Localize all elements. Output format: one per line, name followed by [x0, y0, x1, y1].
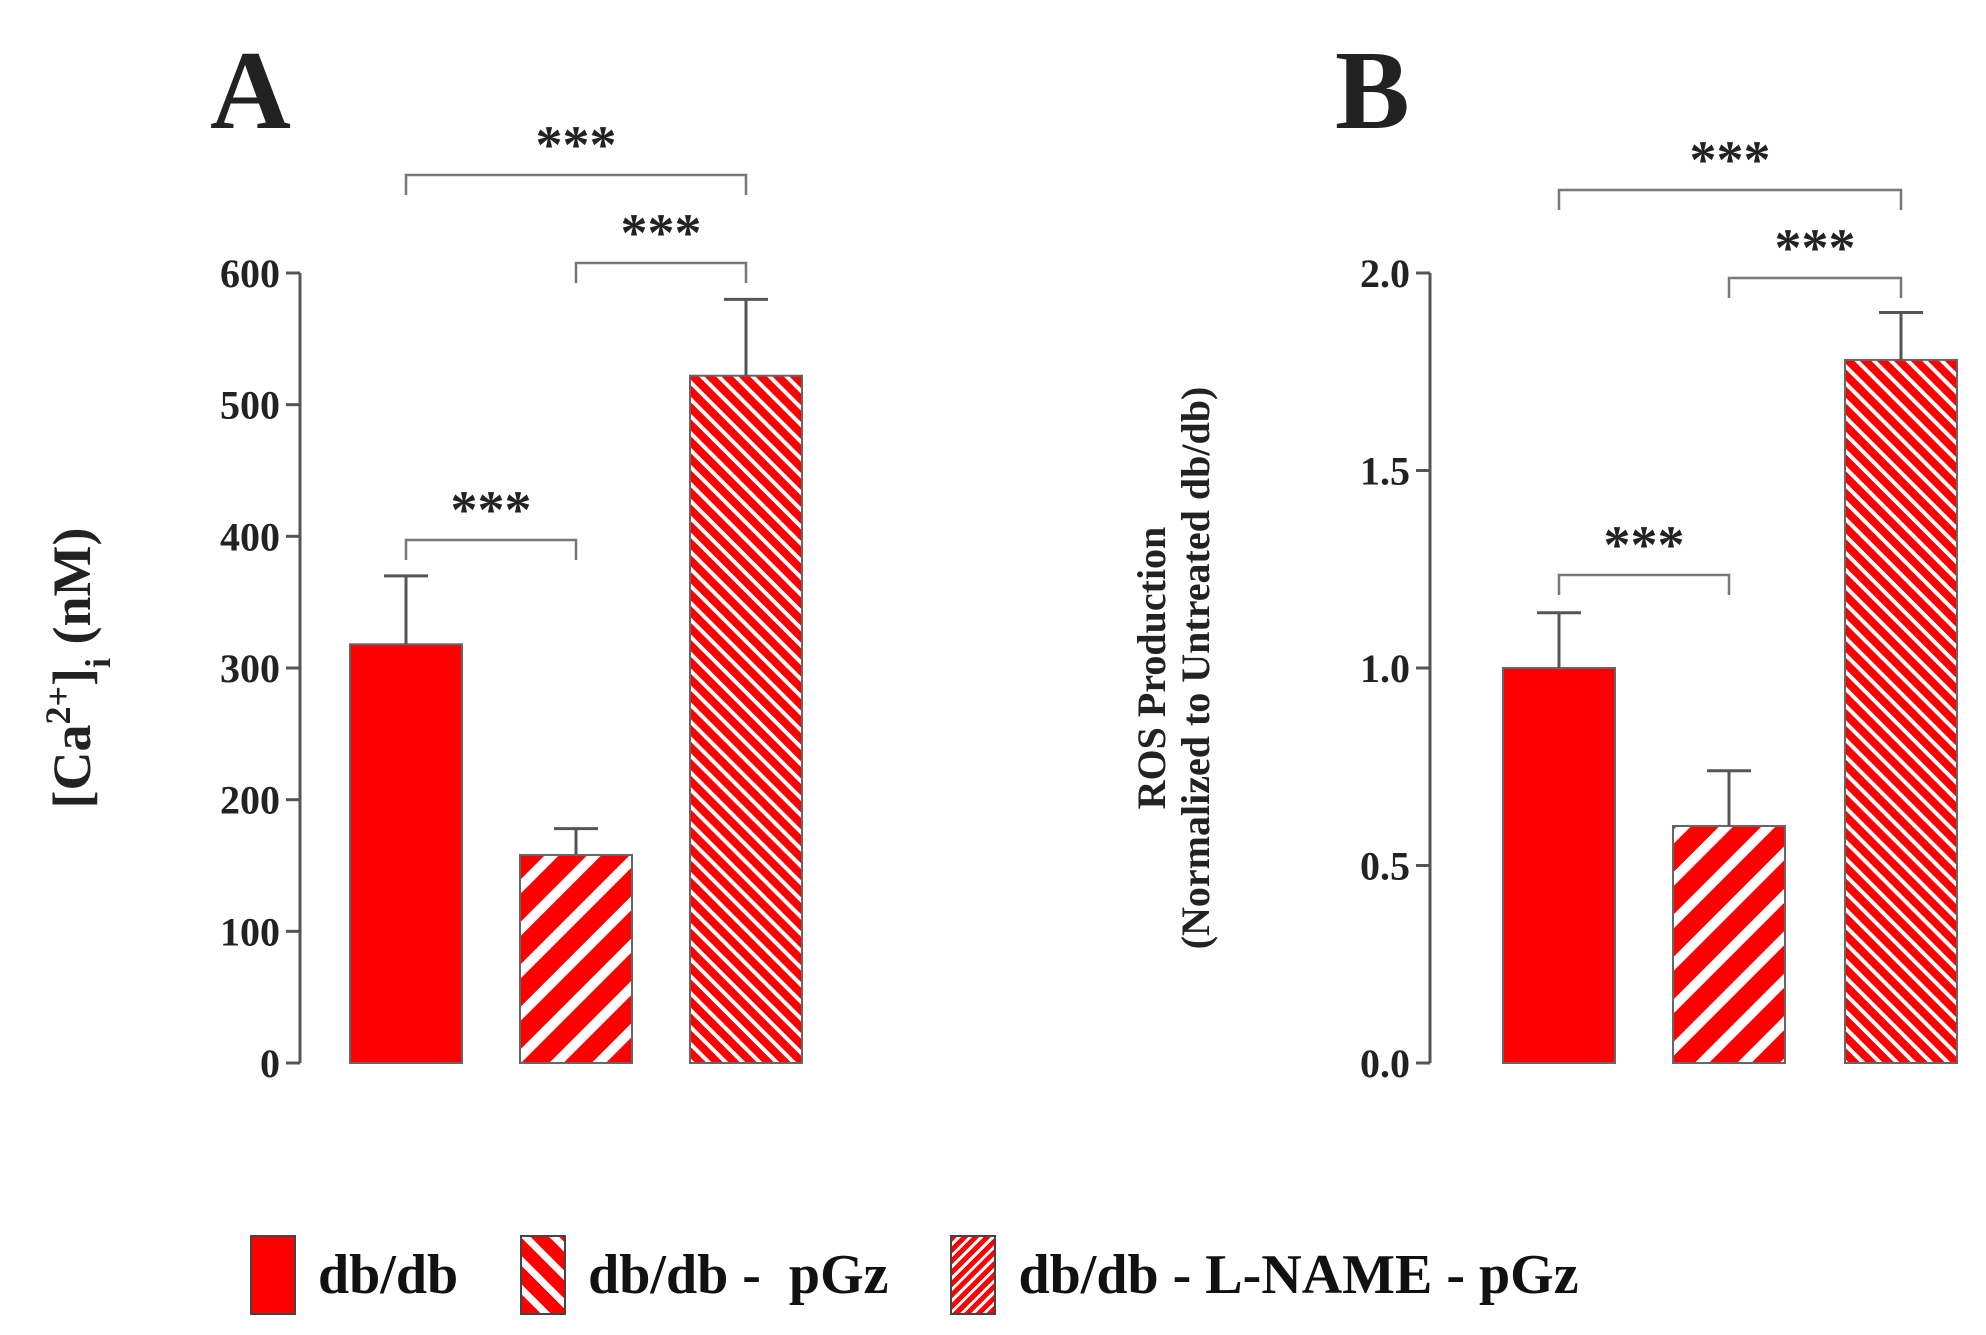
legend-item-db-db-lname-pgz: db/db - L-NAME - pGz [950, 1235, 1579, 1315]
significance-label: *** [621, 203, 702, 263]
y-axis-label: ROS Production [1129, 527, 1174, 810]
legend-label: db/db [318, 1244, 459, 1306]
significance-label: *** [536, 115, 617, 175]
y-axis-label-part: (nM) [42, 528, 102, 658]
significance-label: *** [1604, 515, 1685, 575]
panel-b: 0.00.51.01.52.0*********ROS Production (N… [1129, 130, 1958, 1086]
y-tick-label: 2.0 [1360, 251, 1410, 296]
significance-label: *** [451, 480, 532, 540]
significance-bracket [404, 538, 578, 560]
panel-label-a: A [210, 29, 291, 153]
bar-db-db [349, 643, 463, 1064]
significance-bracket [1557, 188, 1903, 210]
y-tick-label: 0.5 [1360, 844, 1410, 889]
significance-label: *** [1690, 130, 1771, 190]
y-tick-label: 1.0 [1360, 646, 1410, 691]
bar-db-db-lname-pgz [1844, 358, 1958, 1064]
bar-db-db [1502, 667, 1616, 1064]
y-axis-label-part: 2+ [38, 686, 78, 725]
y-tick-label: 300 [220, 646, 280, 691]
legend: db/db db/db - pGz db/db - L-NAME - pGz [250, 1230, 1641, 1320]
legend-swatch-wide-stripes [520, 1235, 567, 1315]
significance-label: *** [1775, 218, 1856, 278]
y-tick-label: 0 [260, 1041, 280, 1086]
bar-db-db-pgz [1672, 825, 1786, 1064]
bar-db-db-pgz [519, 853, 633, 1065]
legend-label: db/db - L-NAME - pGz [1018, 1244, 1579, 1306]
y-tick-label: 1.5 [1360, 449, 1410, 494]
legend-item-db-db: db/db [250, 1235, 458, 1315]
y-axis-label-part: i [78, 658, 118, 668]
y-axis-label-part: [Ca [42, 725, 102, 809]
significance-bracket [1727, 276, 1903, 298]
significance-bracket [404, 173, 748, 195]
bar-db-db-lname-pgz [689, 374, 803, 1064]
significance-bracket [1557, 573, 1731, 595]
y-tick-label: 100 [220, 909, 280, 954]
y-axis-label: (Normalized to Untreated db/db) [1173, 387, 1218, 950]
y-tick-label: 200 [220, 778, 280, 823]
y-tick-label: 500 [220, 383, 280, 428]
legend-label: db/db - pGz [588, 1244, 889, 1306]
y-tick-label: 600 [220, 251, 280, 296]
legend-item-db-db-pgz: db/db - pGz [520, 1235, 888, 1315]
legend-swatch-solid [250, 1235, 296, 1315]
significance-bracket [574, 261, 748, 283]
y-tick-label: 0.0 [1360, 1041, 1410, 1086]
y-axis-label: [Ca2+]i (nM) [38, 528, 118, 809]
panel-label-b: B [1335, 29, 1410, 153]
legend-swatch-fine-stripes [950, 1235, 997, 1315]
y-tick-label: 400 [220, 514, 280, 559]
y-axis-label-part: ] [42, 668, 102, 686]
